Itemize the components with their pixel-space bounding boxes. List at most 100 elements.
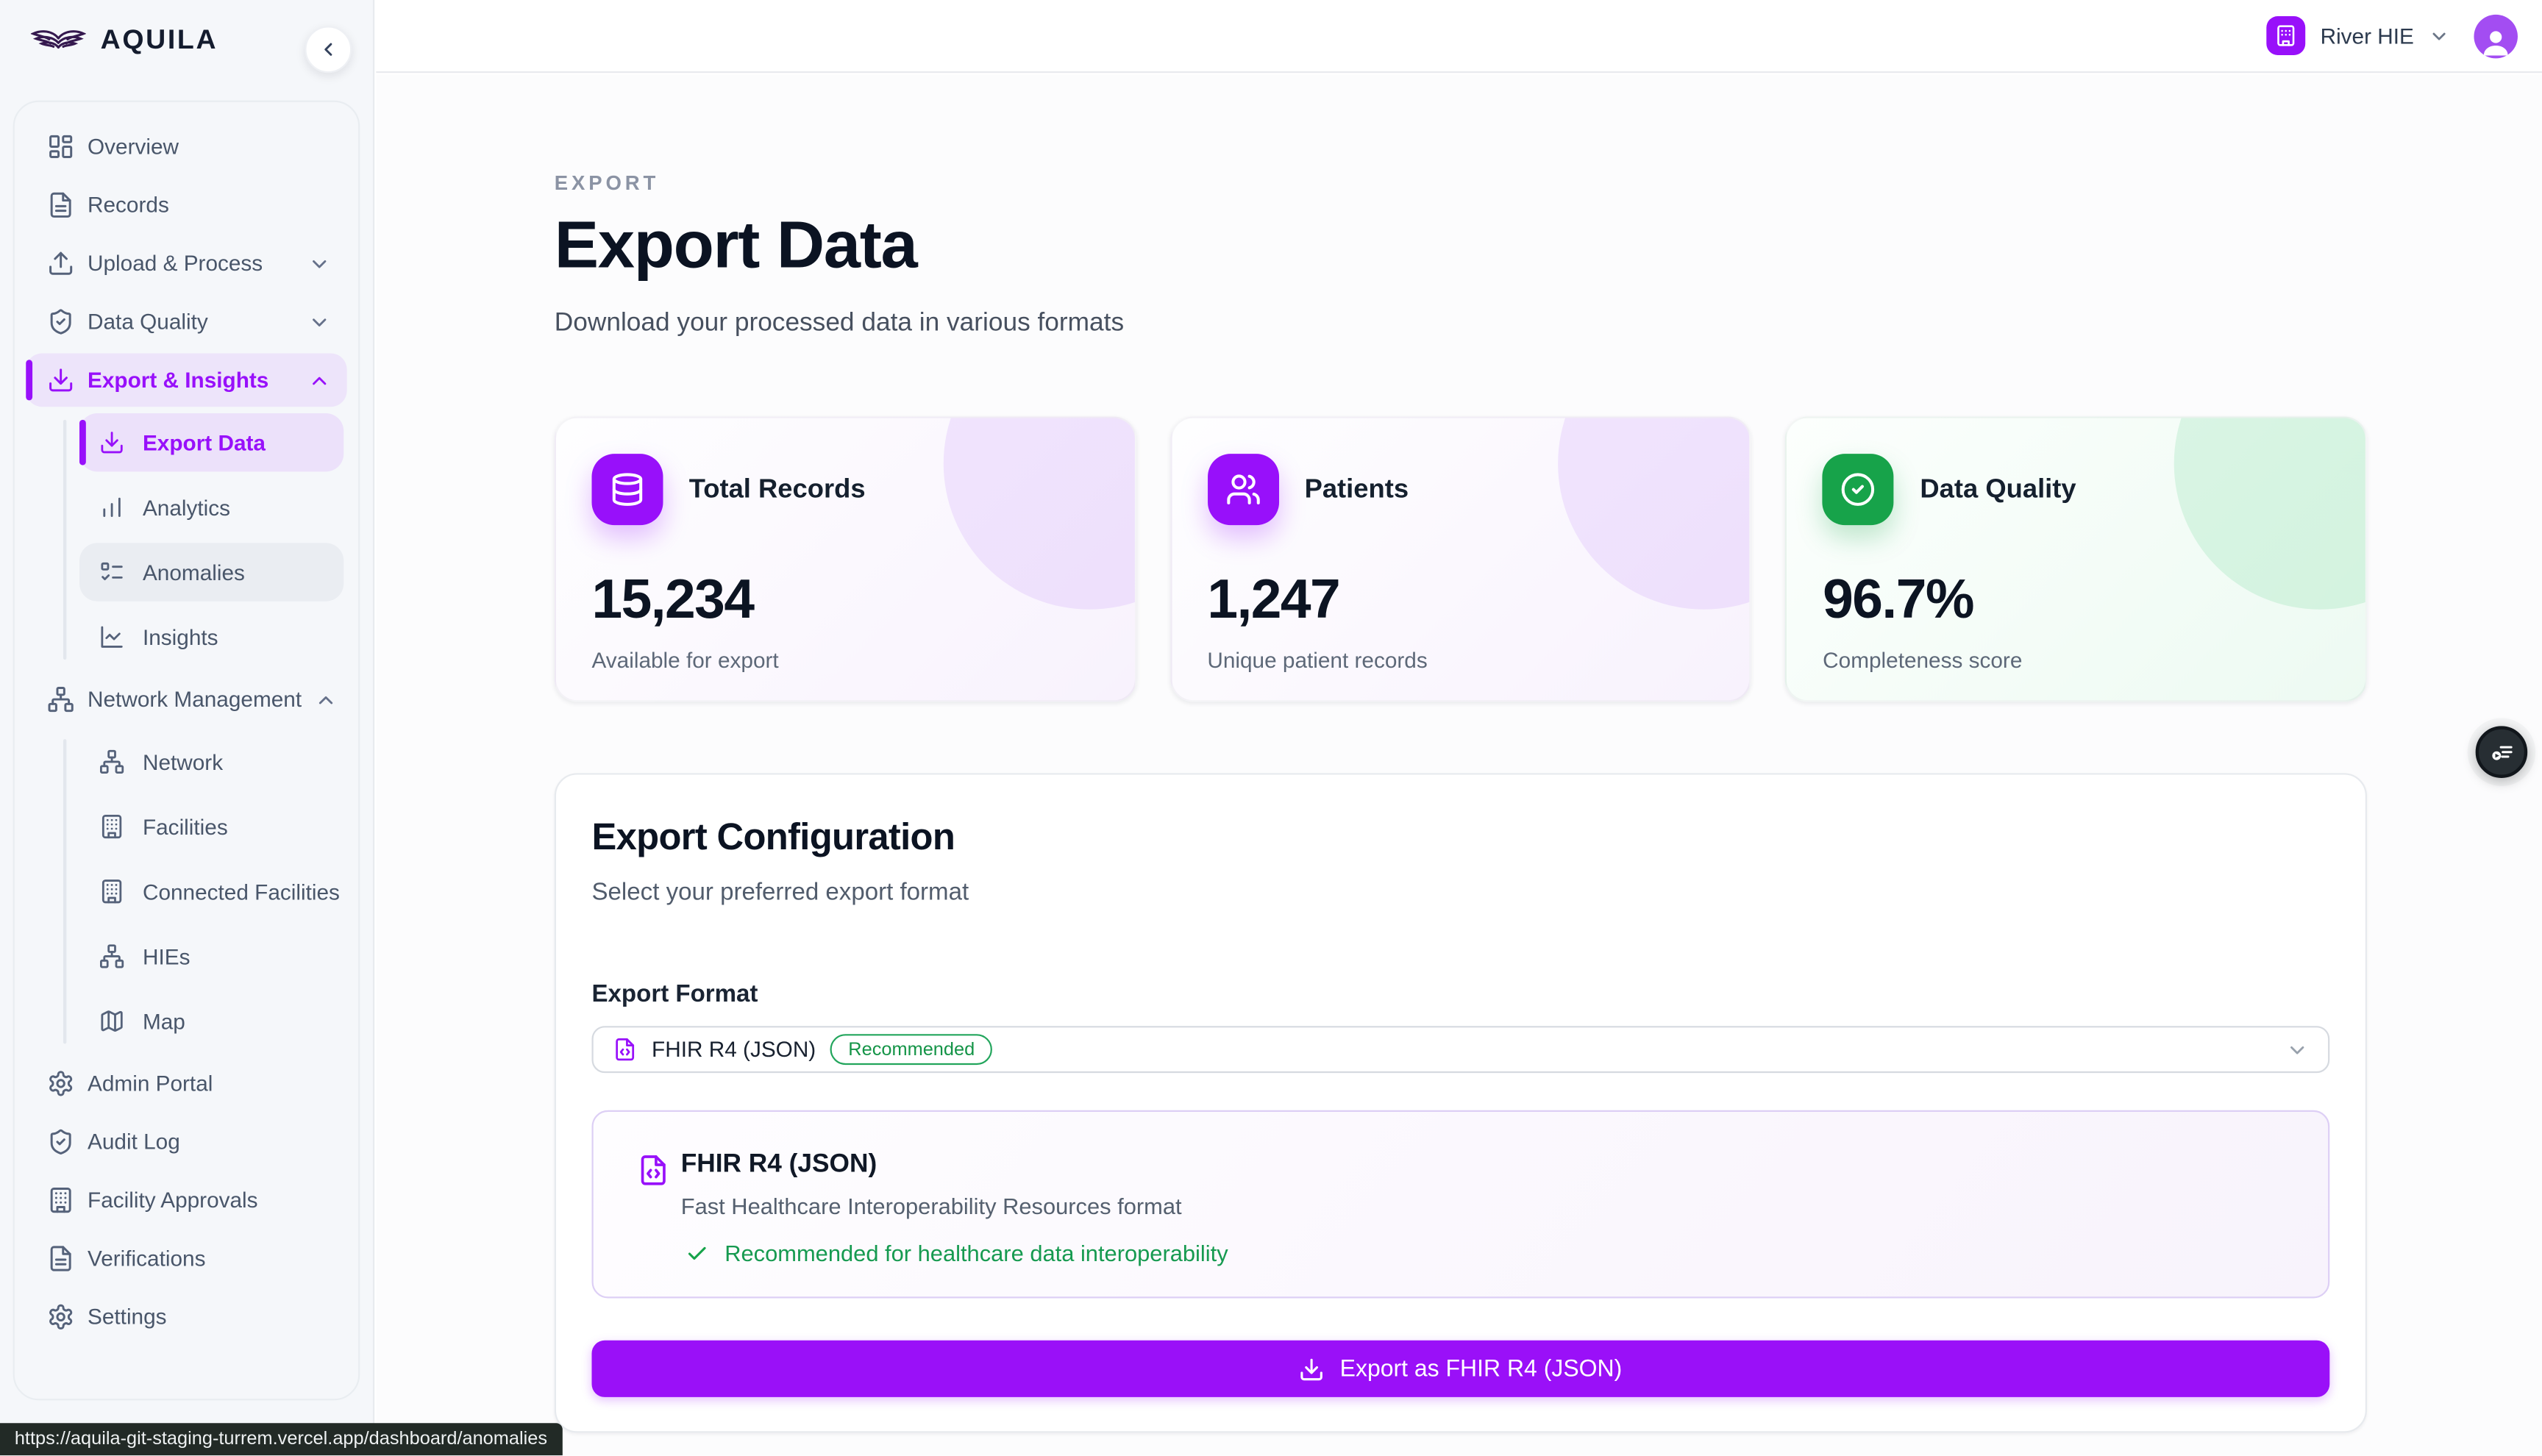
- org-switcher-badge: [2266, 16, 2306, 55]
- aquila-wings-icon: [30, 27, 86, 53]
- sidebar-item-network-management[interactable]: Network Management: [26, 673, 346, 727]
- file-code-icon: [637, 1154, 669, 1186]
- sidebar-item-export-insights[interactable]: Export & Insights: [26, 353, 347, 407]
- gear-icon: [47, 1303, 74, 1330]
- sidebar-item-export-data[interactable]: Export Data: [79, 413, 344, 472]
- sidebar-item-label: Export & Insights: [88, 368, 269, 393]
- aquila-logo: AQUILA: [0, 0, 373, 57]
- stat-label: Data Quality: [1920, 474, 2076, 504]
- sidebar-item-data-quality[interactable]: Data Quality: [26, 295, 346, 349]
- download-icon: [99, 429, 124, 455]
- export-button[interactable]: Export as FHIR R4 (JSON): [591, 1340, 2330, 1397]
- file-icon: [47, 1245, 74, 1272]
- sidebar-item-network[interactable]: Network: [79, 732, 343, 791]
- sidebar-collapse-button[interactable]: [305, 26, 352, 74]
- sidebar-item-connected-facilities[interactable]: Connected Facilities: [79, 863, 343, 921]
- org-name[interactable]: River HIE: [2320, 23, 2414, 49]
- stat-value: 96.7%: [1823, 568, 1974, 631]
- stat-label: Patients: [1304, 474, 1409, 504]
- toolbar-widget-button[interactable]: [2475, 726, 2528, 778]
- stat-label: Total Records: [688, 474, 866, 504]
- download-icon: [1300, 1356, 1325, 1382]
- building-icon: [2275, 24, 2298, 47]
- file-icon: [47, 191, 74, 218]
- selected-format-value: FHIR R4 (JSON): [652, 1037, 816, 1062]
- sitemap-icon: [47, 685, 74, 713]
- file-code-icon: [613, 1038, 637, 1062]
- config-title: Export Configuration: [591, 815, 955, 857]
- sidebar-item-label: Insights: [142, 624, 218, 649]
- sitemap-icon: [99, 943, 124, 969]
- sidebar-item-map[interactable]: Map: [79, 992, 343, 1050]
- format-info-note: Recommended for healthcare data interope…: [686, 1240, 1228, 1266]
- page-title: Export Data: [554, 207, 918, 282]
- chevron-down-icon: [2286, 1038, 2309, 1061]
- sidebar-item-label: Verifications: [88, 1246, 206, 1271]
- sidebar-item-insights[interactable]: Insights: [79, 608, 343, 666]
- check-icon: [686, 1241, 708, 1264]
- users-icon: [1207, 454, 1279, 526]
- list-checks-icon: [99, 559, 124, 585]
- status-url: https://aquila-git-staging-turrem.vercel…: [14, 1430, 548, 1449]
- sidebar-item-label: Data Quality: [88, 309, 208, 335]
- sidebar-item-label: Facility Approvals: [88, 1188, 258, 1213]
- active-indicator-bar: [26, 360, 32, 401]
- format-info-title: FHIR R4 (JSON): [680, 1150, 877, 1179]
- format-info-description: Fast Healthcare Interoperability Resourc…: [680, 1193, 1182, 1219]
- sidebar-item-label: Analytics: [142, 495, 231, 520]
- building-icon: [99, 813, 124, 839]
- sidebar-item-audit-log[interactable]: Audit Log: [26, 1115, 346, 1168]
- list-play-icon: [2487, 738, 2516, 767]
- stat-card-patients: Patients 1,247 Unique patient records: [1169, 416, 1752, 702]
- stat-value: 15,234: [591, 568, 755, 631]
- circle-check-icon: [1823, 454, 1895, 526]
- sidebar-item-analytics[interactable]: Analytics: [79, 478, 343, 536]
- stat-card-header: Total Records: [556, 418, 1134, 526]
- sidebar-item-records[interactable]: Records: [26, 178, 346, 232]
- sidebar-item-label: Audit Log: [88, 1130, 180, 1155]
- export-button-label: Export as FHIR R4 (JSON): [1339, 1355, 1623, 1382]
- brand-name: AQUILA: [100, 24, 218, 55]
- sidebar-item-facility-approvals[interactable]: Facility Approvals: [26, 1174, 346, 1227]
- stat-caption: Completeness score: [1823, 648, 2023, 673]
- chevron-down-icon[interactable]: [2429, 25, 2450, 46]
- stat-caption: Unique patient records: [1207, 648, 1428, 673]
- sidebar-item-label: Network Management: [88, 687, 302, 712]
- chevron-down-icon: [308, 252, 331, 275]
- chevron-left-icon: [318, 39, 339, 60]
- bar-chart-icon: [99, 494, 124, 520]
- stat-card-header: Patients: [1172, 418, 1750, 526]
- chevron-up-icon: [315, 688, 338, 711]
- building-icon: [99, 879, 124, 904]
- stat-value: 1,247: [1207, 568, 1340, 631]
- format-info-note-text: Recommended for healthcare data interope…: [724, 1240, 1228, 1266]
- sidebar-item-label: Export Data: [142, 430, 266, 455]
- sidebar-item-verifications[interactable]: Verifications: [26, 1232, 346, 1285]
- sidebar-item-upload-process[interactable]: Upload & Process: [26, 237, 346, 290]
- sidebar-item-label: Overview: [88, 134, 179, 160]
- sidebar-item-anomalies[interactable]: Anomalies: [79, 543, 344, 602]
- building-icon: [47, 1186, 74, 1213]
- stat-caption: Available for export: [591, 648, 779, 673]
- sidebar-item-facilities[interactable]: Facilities: [79, 797, 343, 855]
- export-format-select[interactable]: FHIR R4 (JSON) Recommended: [591, 1026, 2330, 1074]
- shield-check-icon: [47, 308, 74, 335]
- sidebar-item-overview[interactable]: Overview: [26, 120, 346, 174]
- page-eyebrow: EXPORT: [554, 171, 660, 195]
- sidebar-item-label: Anomalies: [142, 560, 245, 585]
- map-icon: [99, 1008, 124, 1034]
- sidebar-item-label: Facilities: [142, 814, 228, 839]
- sidebar-item-settings[interactable]: Settings: [26, 1290, 346, 1343]
- sidebar-item-label: Admin Portal: [88, 1071, 213, 1096]
- sidebar-item-hies[interactable]: HIEs: [79, 927, 343, 985]
- user-avatar[interactable]: [2474, 13, 2518, 58]
- config-subtitle: Select your preferred export format: [591, 878, 969, 907]
- shield-check-icon: [47, 1128, 74, 1155]
- export-configuration-card: Export Configuration Select your preferr…: [554, 773, 2367, 1433]
- gear-icon: [47, 1070, 74, 1097]
- recommended-badge: Recommended: [830, 1034, 993, 1066]
- sidebar-item-admin-portal[interactable]: Admin Portal: [26, 1057, 346, 1110]
- dashboard-icon: [47, 133, 74, 160]
- main-content: EXPORT Export Data Download your process…: [376, 74, 2542, 1456]
- sidebar-item-label: Records: [88, 193, 169, 218]
